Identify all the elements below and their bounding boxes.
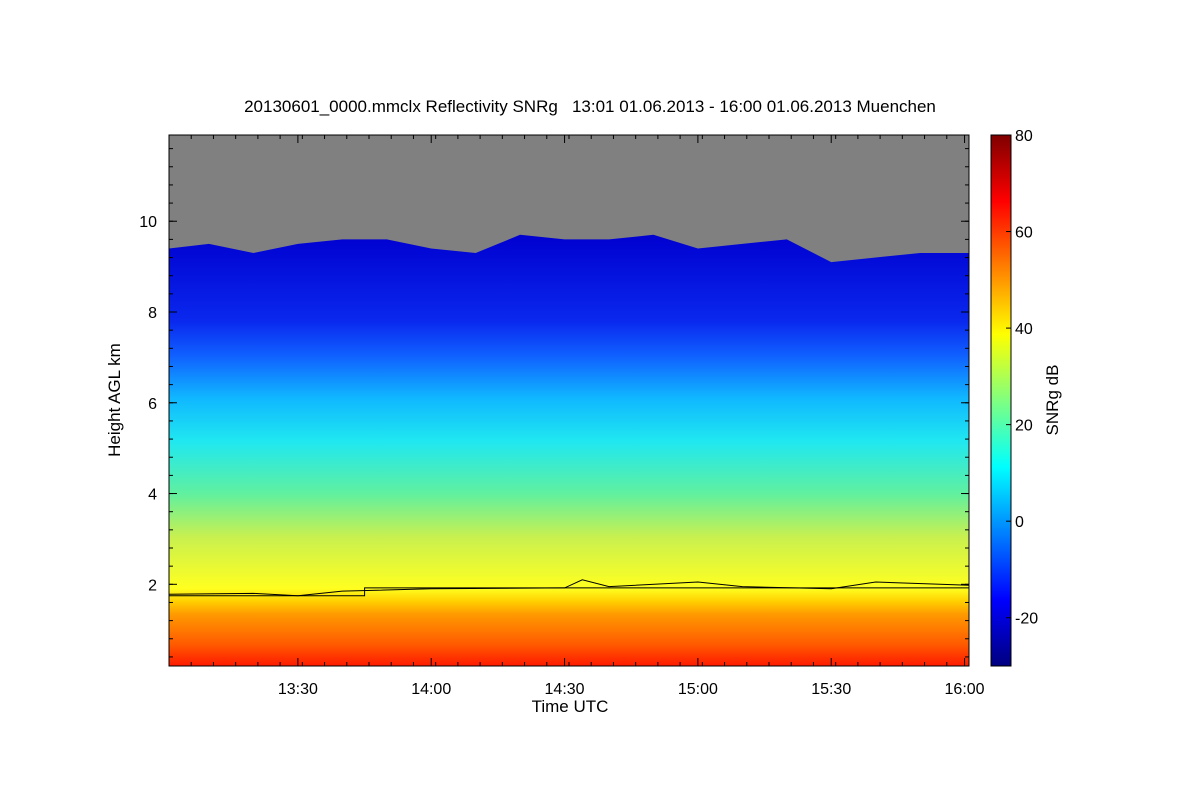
chart-title: 20130601_0000.mmclx Reflectivity SNRg 13… <box>244 97 936 116</box>
y-tick-label: 6 <box>148 396 157 413</box>
x-tick-label: 16:00 <box>945 681 985 698</box>
x-tick-label: 13:30 <box>278 681 318 698</box>
x-tick-label: 14:30 <box>545 681 585 698</box>
x-axis-label: Time UTC <box>531 697 609 716</box>
y-tick-label: 2 <box>148 577 157 594</box>
x-tick-label: 15:00 <box>678 681 718 698</box>
y-tick-label: 10 <box>139 214 157 231</box>
reference-height-line <box>169 587 969 597</box>
colorbar-label: SNRg dB <box>1043 364 1062 436</box>
x-tick-label: 15:30 <box>811 681 851 698</box>
colorbar-tick-label: 40 <box>1015 321 1033 338</box>
colorbar-tick-label: -20 <box>1015 611 1038 628</box>
colorbar-tick-label: 20 <box>1015 418 1033 435</box>
colorbar-tick-label: 0 <box>1015 514 1024 531</box>
y-axis-label: Height AGL km <box>105 343 124 457</box>
y-tick-label: 8 <box>148 305 157 322</box>
reflectivity-field <box>169 234 969 667</box>
colorbar-tick-label: 80 <box>1015 128 1033 145</box>
colorbar-tick-label: 60 <box>1015 225 1033 242</box>
y-tick-label: 4 <box>148 487 157 504</box>
colorbar <box>990 134 1012 667</box>
x-tick-label: 14:00 <box>411 681 451 698</box>
